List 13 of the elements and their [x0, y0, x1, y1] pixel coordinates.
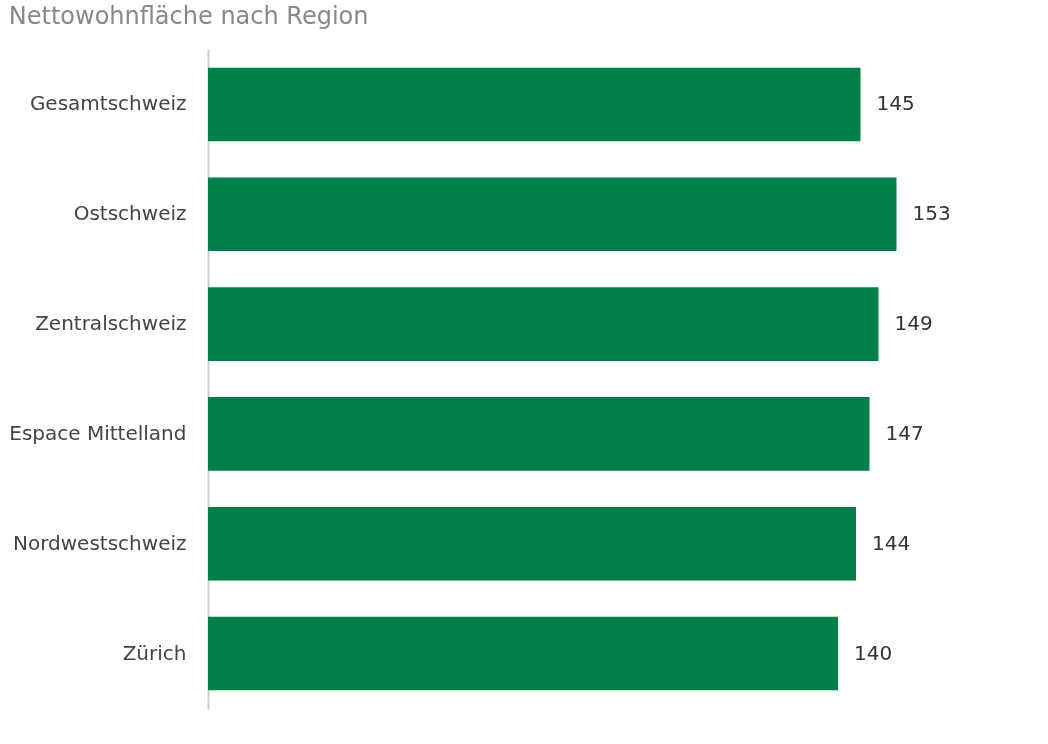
data-label: 140: [854, 640, 893, 665]
data-label: 153: [912, 201, 951, 226]
data-label: 145: [876, 91, 915, 116]
y-tick-label: Espace Mittelland: [9, 420, 187, 445]
y-tick-label: Gesamtschweiz: [29, 91, 187, 116]
y-tick-label: Ostschweiz: [73, 201, 187, 226]
data-label: 149: [894, 311, 933, 336]
y-tick-label: Zürich: [122, 640, 187, 665]
y-tick-label: Nordwestschweiz: [13, 530, 187, 555]
data-label: 144: [872, 530, 911, 555]
y-tick-label: Zentralschweiz: [35, 311, 187, 336]
chart-title: Nettowohnfläche nach Region: [8, 2, 369, 30]
data-label: 147: [885, 420, 924, 445]
